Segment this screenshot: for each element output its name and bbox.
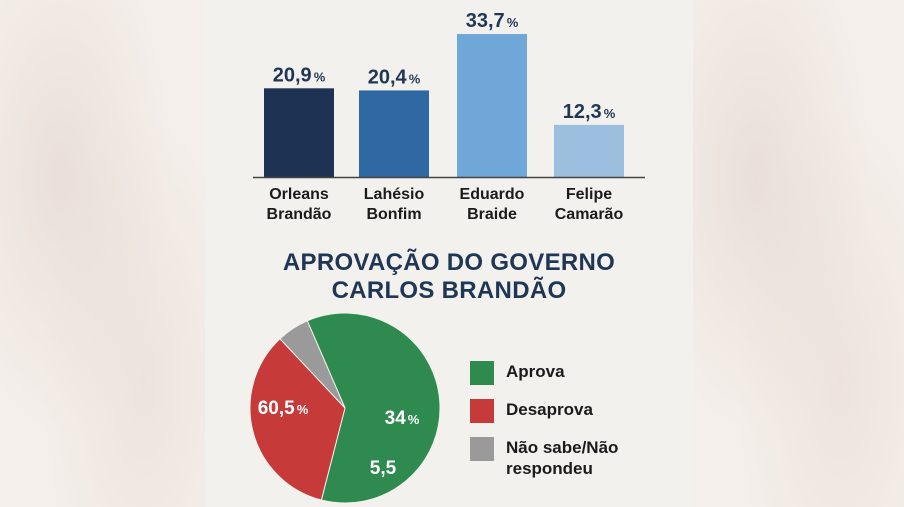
- pie-value-label-2: 34%: [385, 408, 420, 429]
- legend-item-nao-sabe: Não sabe/Não respondeu: [470, 437, 670, 479]
- left-background: [0, 0, 205, 507]
- pie-slice-2: [249, 338, 346, 501]
- bar-3: [457, 34, 527, 177]
- legend-swatch-aprova: [470, 361, 494, 385]
- category-label-4-line-2: Camarão: [555, 206, 624, 223]
- bar-4: [554, 124, 624, 177]
- right-background: [693, 0, 904, 507]
- bar-1: [264, 88, 334, 177]
- pie-slice-3: [279, 320, 346, 409]
- legend-label-desaprova-line-1: Desaprova: [506, 400, 593, 419]
- category-label-2-line-1: Lahésio: [364, 186, 425, 203]
- bar-value-label-2: 20,4%: [368, 66, 421, 88]
- legend-item-desaprova: Desaprova: [470, 399, 670, 423]
- infographic-panel: 20,9% Orleans Brandão 20,4% Lahésio Bonfim 33,…: [205, 0, 693, 507]
- category-label-2-line-2: Bonfim: [366, 206, 421, 223]
- legend-swatch-nao-sabe: [470, 437, 494, 461]
- approval-pie-chart: 60,5% 34 % 5,5: [249, 312, 441, 504]
- legend-label-nao-sabe-line-2: respondeu: [506, 459, 593, 478]
- legend-label-nao-sabe-line-1: Não sabe/Não: [506, 438, 619, 457]
- category-label-4-line-1: Felipe: [566, 186, 612, 203]
- legend-label-nao-sabe: Não sabe/Não respondeu: [506, 437, 618, 479]
- legend-label-aprova: Aprova: [506, 361, 565, 382]
- pie-title-line-1: APROVAÇÃO DO GOVERNO: [282, 249, 616, 276]
- pie-title-line-2: CARLOS BRANDÃO: [331, 277, 567, 304]
- legend-label-aprova-line-1: Aprova: [506, 362, 565, 381]
- pie-value-label-3: 5,5: [370, 458, 397, 479]
- bar-value-label-1: 20,9%: [273, 64, 326, 86]
- pie-value-label-1: 60,5%: [258, 398, 309, 419]
- candidate-bar-chart: 20,9 % Orleans Brandão 20,4 % Lahésio Bonfim 33,…: [253, 10, 645, 223]
- legend-label-desaprova: Desaprova: [506, 399, 593, 420]
- legend-item-aprova: Aprova: [470, 361, 670, 385]
- category-label-1-line-1: Orleans: [269, 186, 329, 203]
- bar-value-label-4: 12,3%: [563, 101, 616, 123]
- category-label-1-line-2: Brandão: [267, 206, 332, 223]
- legend-swatch-desaprova: [470, 399, 494, 423]
- category-label-3-line-2: Braide: [467, 206, 517, 223]
- pie-slice-1: [306, 312, 441, 504]
- bar-2: [359, 90, 429, 177]
- category-label-3-line-1: Eduardo: [460, 186, 525, 203]
- bar-value-label-3: 33,7%: [466, 10, 519, 32]
